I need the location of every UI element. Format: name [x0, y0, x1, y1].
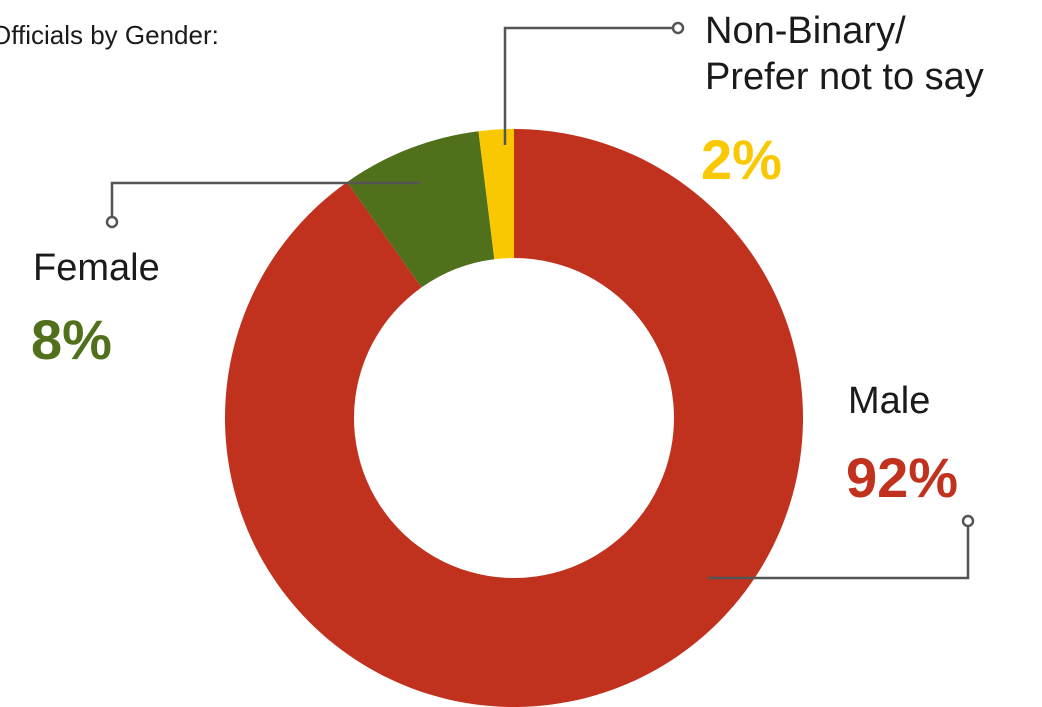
donut-slice	[478, 129, 514, 260]
donut-slice	[347, 131, 495, 288]
leader-lines	[105, 21, 975, 580]
leader-line	[110, 181, 420, 216]
slice-label: Male	[848, 380, 931, 422]
slice-label: Female	[33, 247, 160, 289]
value-label: 8%	[31, 308, 112, 371]
donut-slice	[225, 129, 804, 707]
slice-label: Non-Binary/ Prefer not to say	[705, 10, 984, 98]
leader-dot	[671, 21, 685, 35]
chart-title: Officials by Gender:	[0, 20, 219, 50]
value-label: 2%	[701, 128, 782, 191]
leader-line	[708, 527, 970, 580]
leader-dot	[105, 215, 119, 229]
value-label: 92%	[846, 446, 959, 509]
leader-line	[503, 26, 672, 145]
leader-dot	[961, 514, 975, 528]
